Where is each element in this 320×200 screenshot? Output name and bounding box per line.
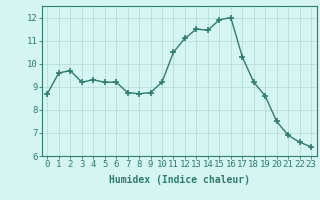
X-axis label: Humidex (Indice chaleur): Humidex (Indice chaleur) [109, 175, 250, 185]
